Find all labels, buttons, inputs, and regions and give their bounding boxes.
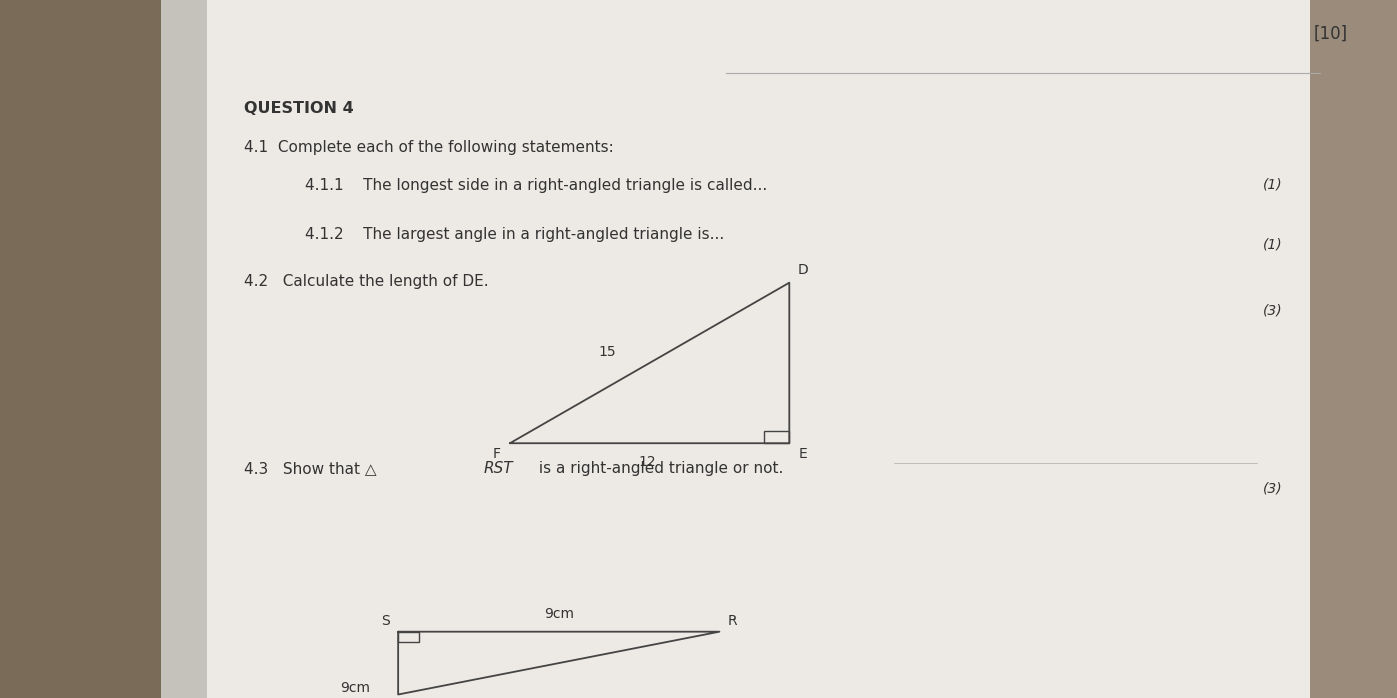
Text: F: F [492,447,500,461]
Text: (3): (3) [1263,304,1282,318]
Bar [161,0,1306,698]
Text: D: D [798,263,809,277]
Text: RST: RST [483,461,513,475]
Bar [764,431,789,443]
Text: R: R [728,614,738,628]
Text: 9cm: 9cm [341,681,370,695]
Text: (1): (1) [1263,237,1282,251]
Bar [398,632,419,642]
Text: 4.3   Show that △: 4.3 Show that △ [244,461,377,475]
Bar [1306,0,1397,698]
Text: 9cm: 9cm [543,607,574,621]
Text: S: S [381,614,390,628]
Text: 12: 12 [638,455,655,469]
Text: 4.1.2    The largest angle in a right-angled triangle is...: 4.1.2 The largest angle in a right-angle… [305,227,724,242]
Text: QUESTION 4: QUESTION 4 [244,101,355,116]
Text: 4.1  Complete each of the following statements:: 4.1 Complete each of the following state… [244,140,615,154]
Bar [0,0,161,698]
Text: (3): (3) [1263,482,1282,496]
Text: E: E [799,447,807,461]
Text: is a right-angled triangle or not.: is a right-angled triangle or not. [534,461,784,475]
Text: 4.2   Calculate the length of DE.: 4.2 Calculate the length of DE. [244,274,489,289]
Text: [10]: [10] [1315,24,1348,43]
Bar [207,0,1310,698]
Text: (1): (1) [1263,178,1282,192]
Text: 4.1.1    The longest side in a right-angled triangle is called...: 4.1.1 The longest side in a right-angled… [305,178,767,193]
Text: 15: 15 [599,346,616,359]
